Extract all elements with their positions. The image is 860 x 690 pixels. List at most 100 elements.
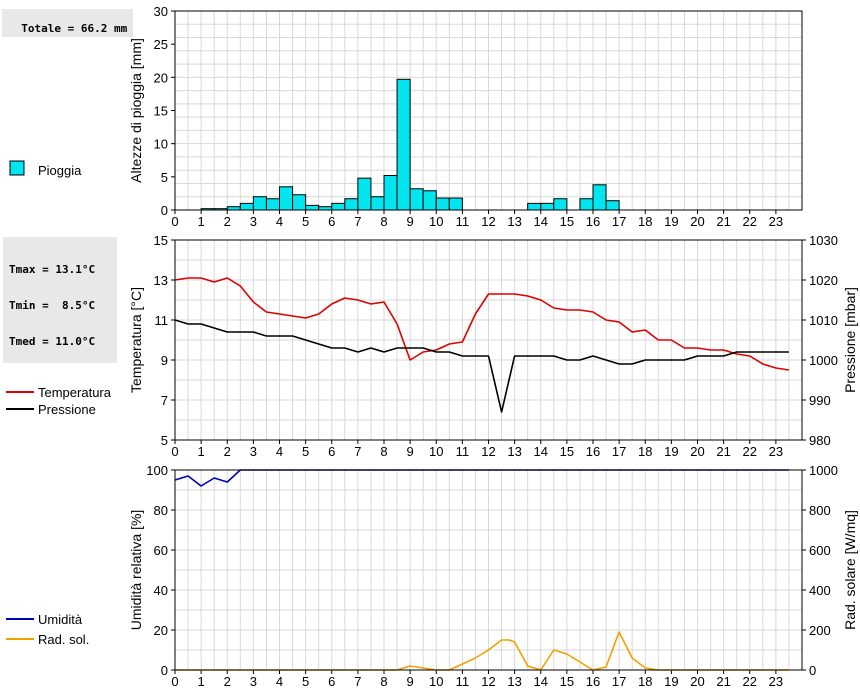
tmin-text: Tmin = 8.5°C: [9, 299, 96, 312]
plot-frame: [174, 10, 803, 211]
x-tick-label: 9: [407, 674, 414, 689]
rain-bar: [252, 196, 267, 211]
legend-rain-swatch: [9, 160, 25, 176]
x-tick-label: 12: [481, 444, 495, 459]
rain-bar: [396, 78, 411, 211]
y-tick-label: 15: [154, 104, 168, 119]
rain-bar: [553, 198, 568, 211]
x-tick-label: 10: [429, 674, 443, 689]
rain-total-text: Totale = 66.2 mm: [21, 22, 128, 35]
x-tick-label: 12: [481, 674, 495, 689]
x-tick-label: 19: [664, 444, 678, 459]
y-tick-label: 9: [161, 353, 168, 368]
rain-bar: [422, 190, 437, 211]
x-tick-label: 18: [638, 674, 652, 689]
x-tick-label: 22: [743, 674, 757, 689]
legend-pressure-label: Pressione: [38, 402, 96, 417]
y2-tick-label: 1030: [809, 233, 838, 248]
x-tick-label: 12: [481, 214, 495, 229]
y2-tick-label: 1020: [809, 273, 838, 288]
x-tick-label: 22: [743, 444, 757, 459]
tmed-text: Tmed = 11.0°C: [9, 335, 96, 348]
y-tick-label: 20: [154, 70, 168, 85]
rain-bar: [383, 175, 398, 211]
x-tick-label: 4: [276, 674, 283, 689]
x-tick-label: 9: [407, 444, 414, 459]
tmax-text: Tmax = 13.1°C: [9, 263, 96, 276]
y2-tick-label: 1000: [809, 353, 838, 368]
x-tick-label: 20: [690, 674, 704, 689]
x-tick-label: 23: [769, 674, 783, 689]
x-tick-label: 15: [560, 444, 574, 459]
y2-axis-title: Pressione [mbar]: [842, 287, 858, 393]
rain-bar: [292, 194, 307, 211]
x-tick-label: 23: [769, 444, 783, 459]
x-tick-label: 21: [716, 674, 730, 689]
y2-tick-label: 200: [809, 623, 831, 638]
rain-bar: [305, 204, 320, 211]
y-tick-label: 100: [146, 463, 168, 478]
rain-bar: [265, 198, 280, 211]
y-axis-title: Temperatura [°C]: [128, 287, 144, 393]
rain-bar: [579, 198, 594, 211]
x-tick-label: 21: [716, 444, 730, 459]
x-tick-label: 0: [171, 674, 178, 689]
y2-tick-label: 0: [809, 663, 816, 678]
x-tick-label: 22: [743, 214, 757, 229]
plot-frame: [174, 239, 803, 441]
y2-axis-title: Rad. solare [W/mq]: [842, 510, 858, 630]
x-tick-label: 10: [429, 214, 443, 229]
x-tick-label: 2: [224, 214, 231, 229]
pressure-line: [174, 319, 789, 413]
x-tick-label: 8: [380, 674, 387, 689]
x-tick-label: 6: [328, 214, 335, 229]
y-tick-label: 40: [154, 583, 168, 598]
humidity-line: [174, 469, 789, 487]
x-tick-label: 7: [354, 674, 361, 689]
x-tick-label: 8: [380, 214, 387, 229]
y-tick-label: 25: [154, 37, 168, 52]
x-tick-label: 15: [560, 214, 574, 229]
x-tick-label: 19: [664, 674, 678, 689]
x-tick-label: 3: [250, 214, 257, 229]
x-tick-label: 5: [302, 214, 309, 229]
x-tick-label: 17: [612, 214, 626, 229]
rain-bar: [357, 177, 372, 211]
x-tick-label: 2: [224, 674, 231, 689]
rain-bar: [592, 184, 607, 211]
y2-tick-label: 400: [809, 583, 831, 598]
x-tick-label: 1: [198, 214, 205, 229]
rain-bar: [344, 198, 359, 211]
rain-bar: [239, 202, 254, 211]
y-tick-label: 30: [154, 4, 168, 19]
x-tick-label: 1: [198, 444, 205, 459]
x-tick-label: 18: [638, 444, 652, 459]
y-tick-label: 5: [161, 170, 168, 185]
rain-bar: [540, 202, 555, 211]
x-tick-label: 16: [586, 214, 600, 229]
x-tick-label: 17: [612, 444, 626, 459]
x-tick-label: 14: [534, 444, 548, 459]
y-tick-label: 7: [161, 393, 168, 408]
x-tick-label: 16: [586, 674, 600, 689]
x-tick-label: 2: [224, 444, 231, 459]
y-tick-label: 13: [154, 273, 168, 288]
rain-bar: [435, 197, 450, 211]
y-tick-label: 0: [161, 663, 168, 678]
x-tick-label: 20: [690, 214, 704, 229]
y-tick-label: 11: [155, 313, 169, 328]
x-tick-label: 16: [586, 444, 600, 459]
y-tick-label: 15: [154, 233, 168, 248]
x-tick-label: 3: [250, 444, 257, 459]
temperature-line: [174, 277, 790, 371]
x-tick-label: 6: [328, 674, 335, 689]
y-axis-title: Umidità relativa [%]: [128, 510, 144, 631]
x-tick-label: 14: [534, 214, 548, 229]
x-tick-label: 13: [507, 214, 521, 229]
y2-tick-label: 980: [809, 433, 831, 448]
y2-tick-label: 600: [809, 543, 831, 558]
y-tick-label: 20: [154, 623, 168, 638]
y2-tick-label: 990: [809, 393, 831, 408]
temperature-stats-box: Tmax = 13.1°C Tmin = 8.5°C Tmed = 11.0°C: [3, 237, 117, 363]
y-tick-label: 5: [161, 433, 168, 448]
